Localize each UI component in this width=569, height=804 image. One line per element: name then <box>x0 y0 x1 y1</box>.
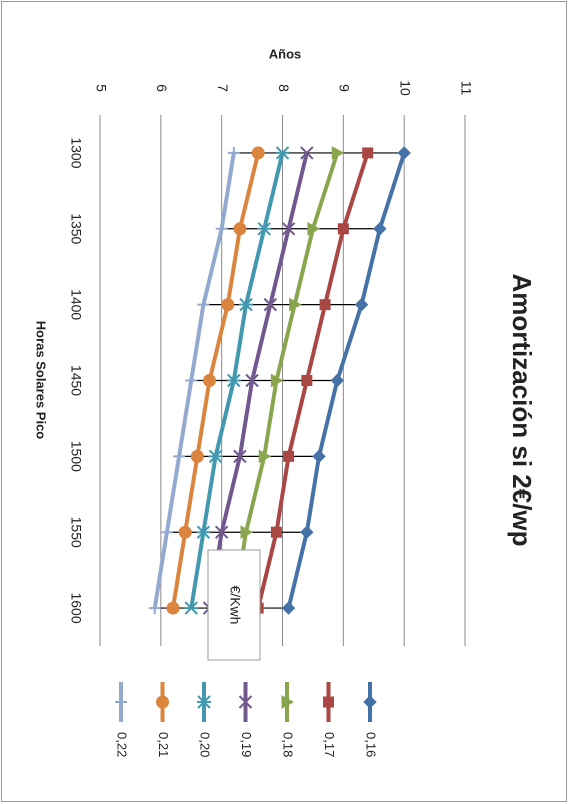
marker <box>289 297 302 312</box>
marker <box>190 449 204 463</box>
marker <box>233 449 247 464</box>
marker <box>166 601 180 615</box>
marker <box>281 695 295 709</box>
y-tick-label: 5 <box>93 84 109 92</box>
annotation: €/Kwh <box>227 586 243 625</box>
x-tick-label: 1450 <box>68 365 84 396</box>
marker <box>363 695 377 709</box>
marker <box>307 221 320 236</box>
marker <box>233 222 247 236</box>
marker <box>208 449 223 464</box>
marker <box>148 602 161 615</box>
marker <box>300 146 314 160</box>
y-tick-label: 7 <box>215 84 231 92</box>
marker <box>238 695 253 709</box>
x-tick-label: 1600 <box>68 592 84 623</box>
marker <box>362 147 374 159</box>
marker <box>281 601 296 615</box>
y-axis-title: Años <box>269 46 302 61</box>
marker <box>245 373 259 388</box>
x-tick-label: 1350 <box>68 213 84 244</box>
y-tick-label: 6 <box>154 84 170 92</box>
x-axis-title: Horas Solares Pico <box>34 321 49 440</box>
marker <box>197 695 211 709</box>
marker <box>354 297 369 312</box>
marker <box>373 222 387 236</box>
marker <box>178 525 192 539</box>
marker <box>196 525 211 539</box>
x-tick-label: 1400 <box>68 289 84 320</box>
marker <box>270 526 282 538</box>
marker <box>337 223 349 235</box>
marker <box>300 525 314 539</box>
marker <box>263 297 278 312</box>
legend-label: 0,22 <box>115 732 130 757</box>
marker <box>330 373 344 388</box>
marker <box>312 449 326 464</box>
marker <box>203 374 216 387</box>
legend-label: 0,16 <box>364 732 379 757</box>
marker <box>215 222 228 235</box>
marker <box>221 298 235 312</box>
marker <box>160 526 173 539</box>
y-tick-label: 8 <box>276 84 292 92</box>
marker <box>240 525 254 540</box>
marker <box>185 374 198 387</box>
y-tick-label: 9 <box>337 84 353 92</box>
marker <box>115 696 127 708</box>
legend-label: 0,21 <box>156 732 171 757</box>
marker <box>226 373 241 388</box>
marker <box>275 146 290 160</box>
marker <box>214 525 229 539</box>
marker <box>281 222 296 236</box>
marker <box>397 146 411 160</box>
marker <box>251 146 265 160</box>
marker <box>323 696 334 708</box>
marker <box>227 146 240 159</box>
marker <box>173 450 186 463</box>
marker <box>239 297 253 312</box>
y-tick-label: 10 <box>397 80 413 96</box>
legend-label: 0,18 <box>281 732 296 757</box>
legend-label: 0,20 <box>198 732 213 757</box>
legend-label: 0,19 <box>239 732 254 757</box>
x-tick-label: 1300 <box>68 137 84 168</box>
marker <box>258 449 272 464</box>
x-tick-label: 1500 <box>68 441 84 472</box>
marker <box>257 222 272 236</box>
marker <box>156 695 169 709</box>
marker <box>197 298 210 311</box>
legend-label: 0,17 <box>322 732 337 757</box>
marker <box>319 299 331 311</box>
marker <box>184 601 199 615</box>
marker <box>283 450 295 462</box>
x-tick-label: 1550 <box>68 517 84 548</box>
chart-title: Amortización si 2€/wp <box>507 273 537 546</box>
y-tick-label: 11 <box>458 81 474 96</box>
chart-body: Amortización si 2€/wp Años Horas Solares… <box>34 46 538 757</box>
marker <box>270 373 284 388</box>
marker <box>301 375 313 386</box>
marker <box>331 146 345 160</box>
annotation-box <box>207 549 261 661</box>
